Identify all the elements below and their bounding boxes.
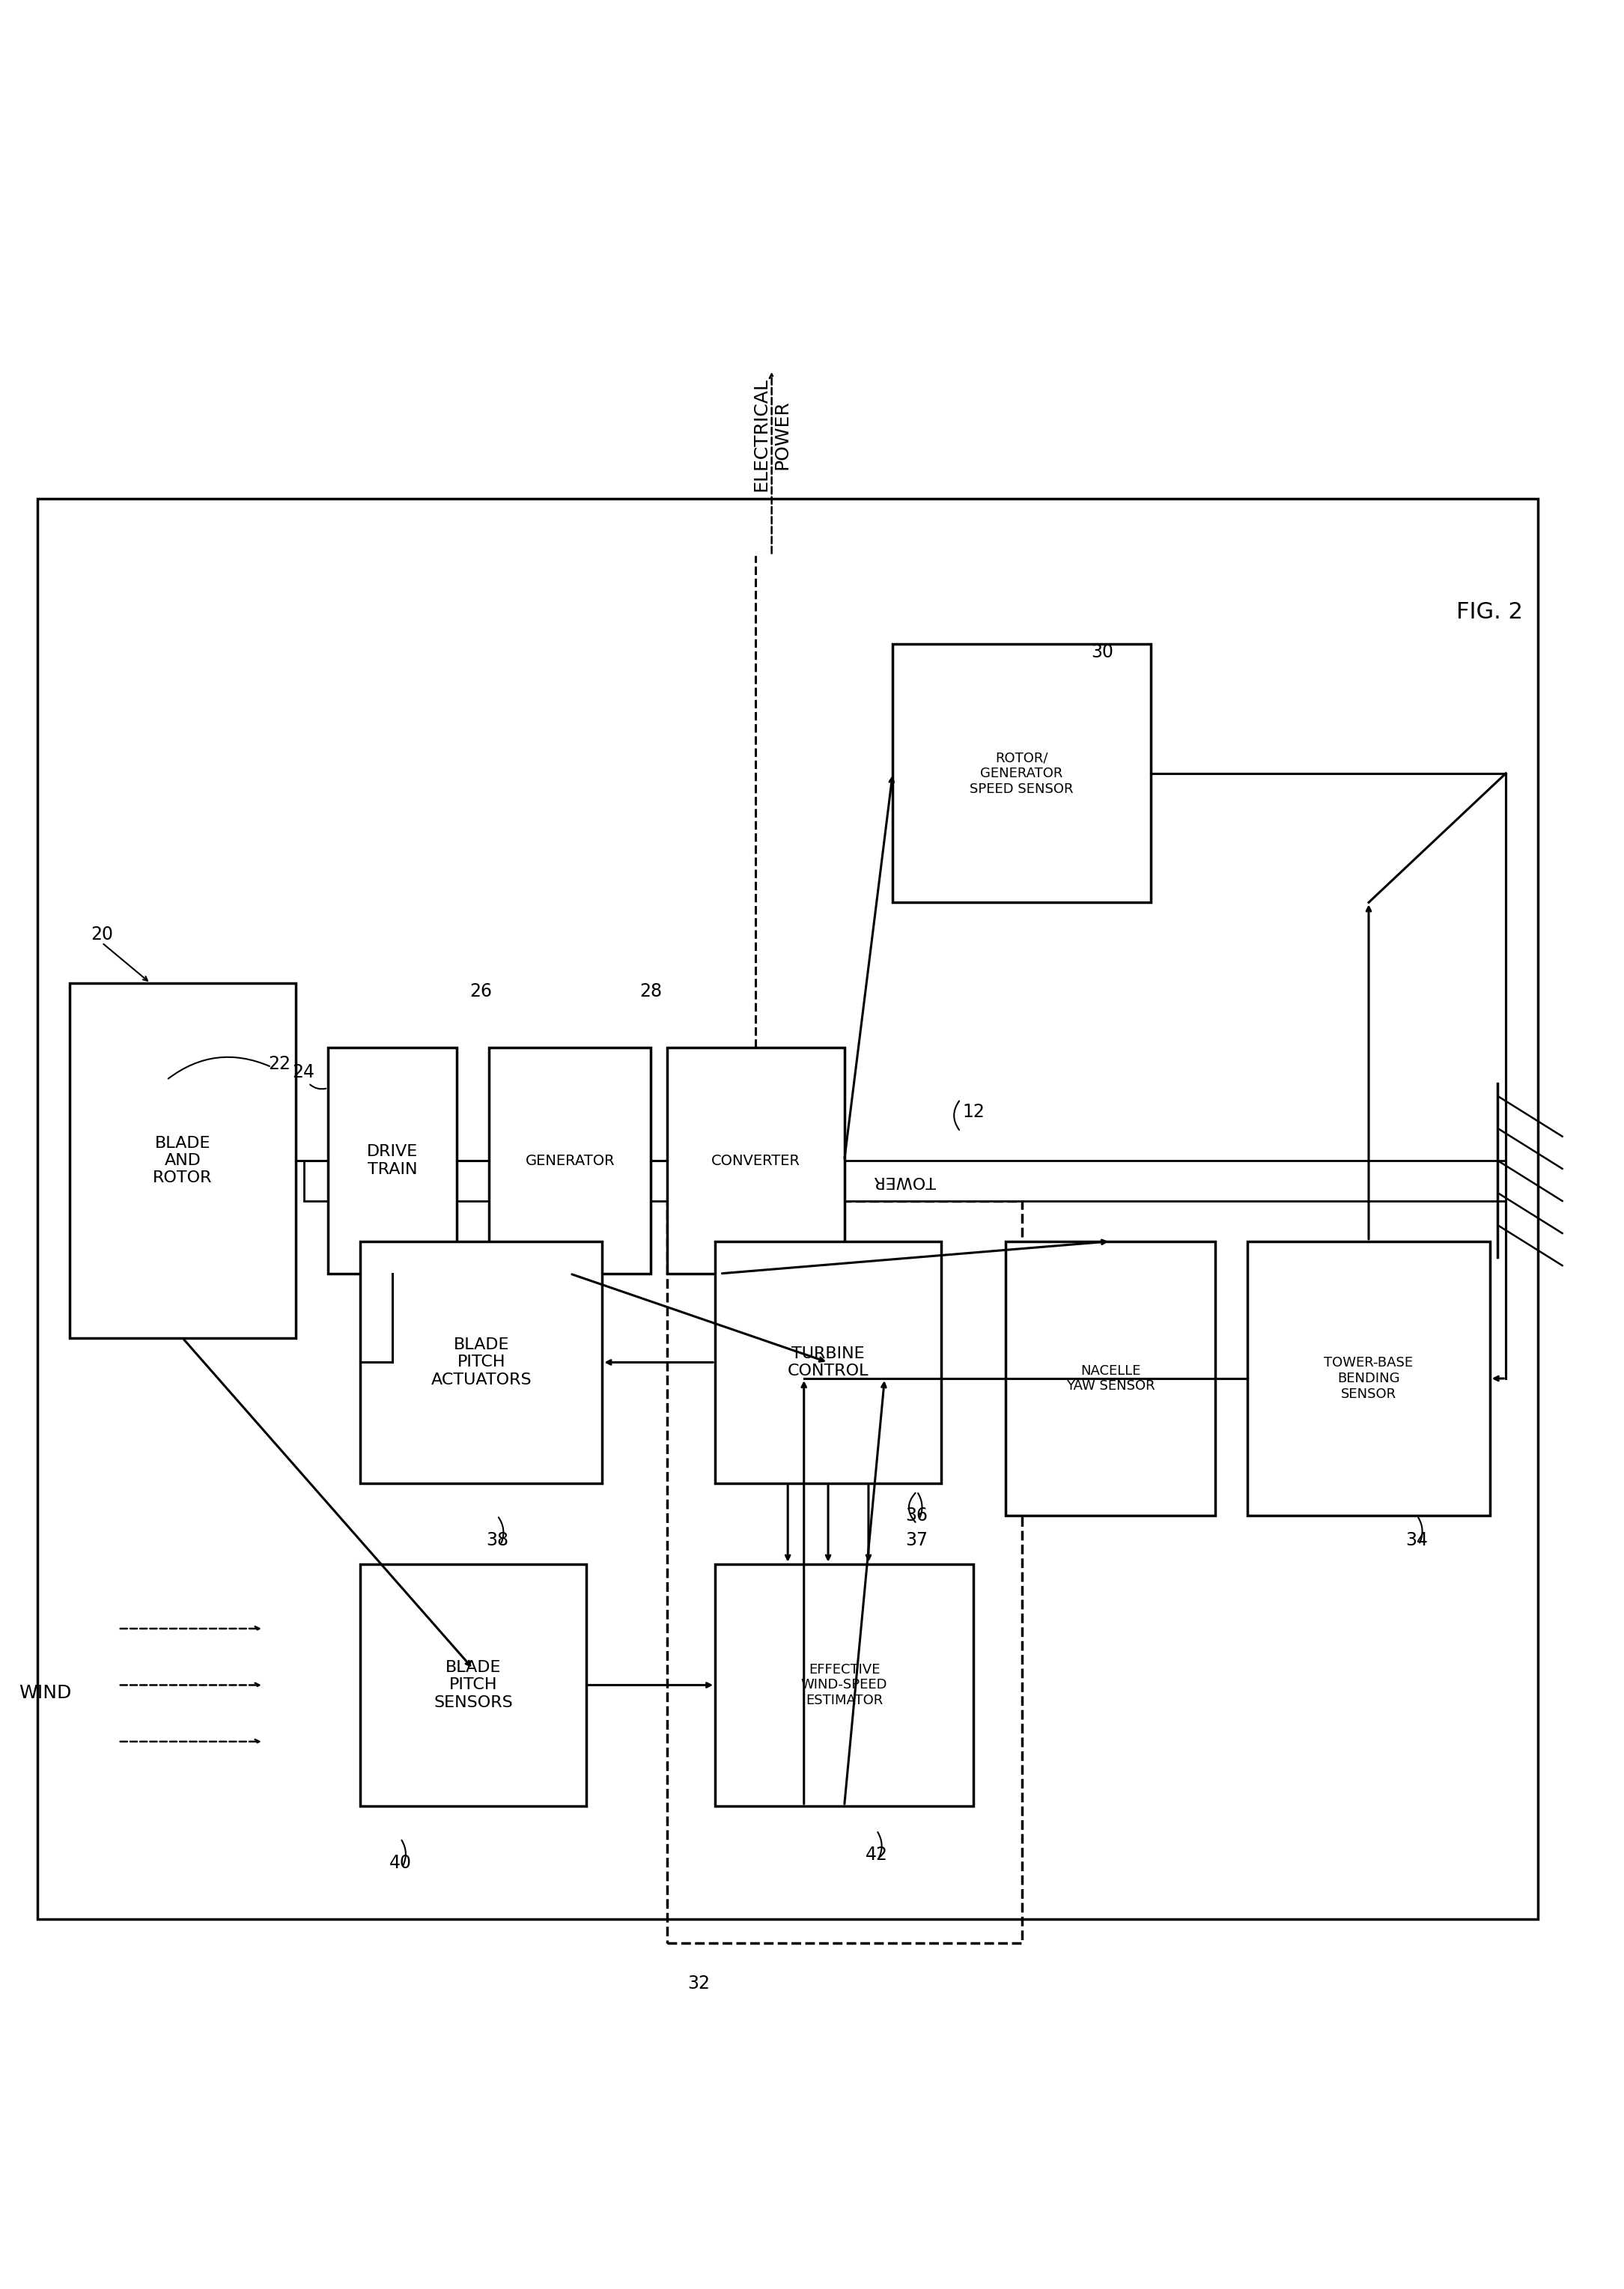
Text: DRIVE
TRAIN: DRIVE TRAIN [367, 1144, 417, 1177]
Text: NACELLE
YAW SENSOR: NACELLE YAW SENSOR [1065, 1364, 1155, 1394]
Text: CONVERTER: CONVERTER [711, 1154, 801, 1167]
Text: ROTOR/
GENERATOR
SPEED SENSOR: ROTOR/ GENERATOR SPEED SENSOR [970, 751, 1073, 797]
FancyBboxPatch shape [715, 1563, 973, 1806]
Text: 24: 24 [292, 1062, 315, 1080]
Text: BLADE
PITCH
SENSORS: BLADE PITCH SENSORS [434, 1660, 513, 1710]
Text: 20: 20 [91, 925, 114, 943]
Text: TOWER: TOWER [874, 1174, 935, 1188]
Text: BLADE
PITCH
ACTUATORS: BLADE PITCH ACTUATORS [430, 1337, 531, 1387]
Text: FIG. 2: FIG. 2 [1457, 602, 1523, 623]
Text: 32: 32 [689, 1975, 710, 1994]
FancyBboxPatch shape [304, 1161, 1505, 1202]
Text: 34: 34 [1406, 1531, 1429, 1550]
Text: 40: 40 [390, 1854, 412, 1872]
Text: 28: 28 [640, 982, 663, 1000]
Text: 36: 36 [906, 1506, 927, 1524]
Text: BLADE
AND
ROTOR: BLADE AND ROTOR [153, 1135, 213, 1186]
Text: 12: 12 [961, 1103, 984, 1122]
Text: ELECTRICAL
POWER: ELECTRICAL POWER [752, 378, 791, 492]
Text: GENERATOR: GENERATOR [525, 1154, 615, 1167]
Text: 42: 42 [866, 1845, 888, 1863]
Text: TURBINE
CONTROL: TURBINE CONTROL [788, 1346, 869, 1378]
Text: WIND: WIND [19, 1685, 71, 1703]
FancyBboxPatch shape [361, 1241, 603, 1483]
FancyBboxPatch shape [893, 643, 1151, 902]
Text: 22: 22 [268, 1055, 291, 1074]
FancyBboxPatch shape [361, 1563, 586, 1806]
FancyBboxPatch shape [1247, 1241, 1489, 1515]
FancyBboxPatch shape [328, 1048, 456, 1273]
Text: EFFECTIVE
WIND-SPEED
ESTIMATOR: EFFECTIVE WIND-SPEED ESTIMATOR [801, 1662, 887, 1708]
Text: 37: 37 [906, 1531, 927, 1550]
FancyBboxPatch shape [1005, 1241, 1215, 1515]
Text: 38: 38 [486, 1531, 508, 1550]
FancyBboxPatch shape [715, 1241, 940, 1483]
FancyBboxPatch shape [70, 984, 296, 1339]
Text: 30: 30 [1091, 643, 1114, 662]
FancyBboxPatch shape [489, 1048, 651, 1273]
Text: 26: 26 [469, 982, 492, 1000]
Text: TOWER-BASE
BENDING
SENSOR: TOWER-BASE BENDING SENSOR [1324, 1355, 1413, 1401]
FancyBboxPatch shape [667, 1048, 844, 1273]
